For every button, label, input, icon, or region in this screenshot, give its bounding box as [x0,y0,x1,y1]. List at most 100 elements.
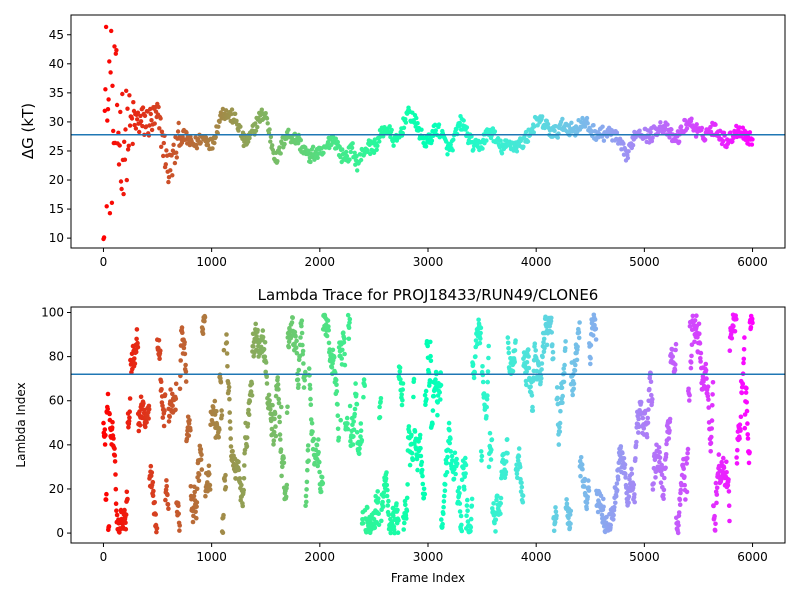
lambda-x-tick-label: 4000 [521,550,552,564]
lambda-point [437,390,443,395]
lambda-point [347,316,353,322]
lambda-point [397,365,403,371]
lambda-point [540,354,545,360]
lambda-point [223,472,228,478]
lambda-point [744,385,749,391]
lambda-point [214,409,219,414]
lambda-point [157,356,162,362]
lambda-point [563,339,568,344]
delta-g-point [158,116,163,121]
delta-g-point [310,144,316,149]
lambda-point [555,395,560,401]
lambda-point [734,455,739,460]
lambda-point [549,330,554,335]
lambda-y-label: Lambda Index [14,382,28,467]
lambda-y-tick-label: 100 [41,306,64,320]
lambda-point [405,482,410,487]
lambda-point [478,330,483,336]
delta-g-point [694,122,699,127]
lambda-point [378,396,384,401]
lambda-point [454,461,460,467]
delta-g-point [106,97,111,102]
lambda-point [498,511,503,516]
lambda-point [335,402,340,407]
lambda-point [667,416,673,422]
lambda-point [592,317,598,322]
lambda-point [190,519,196,525]
lambda-point [260,328,266,333]
lambda-point [613,493,619,499]
lambda-point [551,356,556,361]
lambda-point [203,493,208,499]
lambda-point [376,496,381,501]
lambda-point [149,470,155,475]
lambda-point [615,477,621,482]
lambda-point [478,336,483,341]
delta-g-point [377,139,382,144]
delta-g-point [184,130,189,135]
lambda-point [423,402,428,408]
delta-g-point [321,150,326,156]
lambda-point [221,512,226,518]
lambda-point [567,525,573,531]
lambda-point [236,467,242,473]
delta-g-point [344,153,350,159]
delta-g-point [414,115,419,121]
lambda-point [207,471,212,477]
lambda-point [556,442,562,447]
delta-g-point [176,120,181,126]
delta-g-point [267,127,272,132]
lambda-point [661,492,666,498]
lambda-point [658,480,664,486]
lambda-point [224,351,230,356]
lambda-point [354,430,360,435]
lambda-point [244,444,250,449]
lambda-point [629,471,635,477]
lambda-point [271,442,276,447]
lambda-point [478,325,484,331]
lambda-point [346,325,352,331]
lambda-point [127,409,132,415]
lambda-point [524,369,529,374]
lambda-point [438,397,443,402]
lambda-point [101,420,106,426]
lambda-point [677,502,683,508]
lambda-point [126,418,132,424]
lambda-point [745,421,750,426]
lambda-point [152,500,157,505]
lambda-point [681,466,686,472]
lambda-point [404,516,409,521]
lambda-point [479,458,484,463]
lambda-point [526,354,531,359]
lambda-point [303,503,308,509]
lambda-point [456,485,462,491]
lambda-point [666,436,672,441]
lambda-point [365,505,370,511]
lambda-point [454,456,459,462]
lambda-point [713,480,719,486]
lambda-point [347,320,352,325]
lambda-point [687,398,692,403]
lambda-point [380,499,385,505]
lambda-point [135,340,140,346]
lambda-point [159,387,164,392]
lambda-point [386,498,391,504]
lambda-point [194,500,200,505]
lambda-point [656,445,662,450]
lambda-y-ticks: 0 20 40 60 80 100 [41,306,71,540]
lambda-y-tick-label: 80 [49,350,64,364]
lambda-point [176,511,181,517]
lambda-point [226,388,231,394]
lambda-point [113,472,118,477]
lambda-point [697,341,703,346]
lambda-point [551,528,557,534]
lambda-point [226,384,232,390]
delta-g-point [375,143,380,148]
lambda-point [588,361,593,367]
lambda-point [173,381,179,387]
lambda-point [362,383,368,389]
lambda-point [299,330,305,336]
lambda-point [449,453,455,459]
lambda-point [516,446,522,451]
